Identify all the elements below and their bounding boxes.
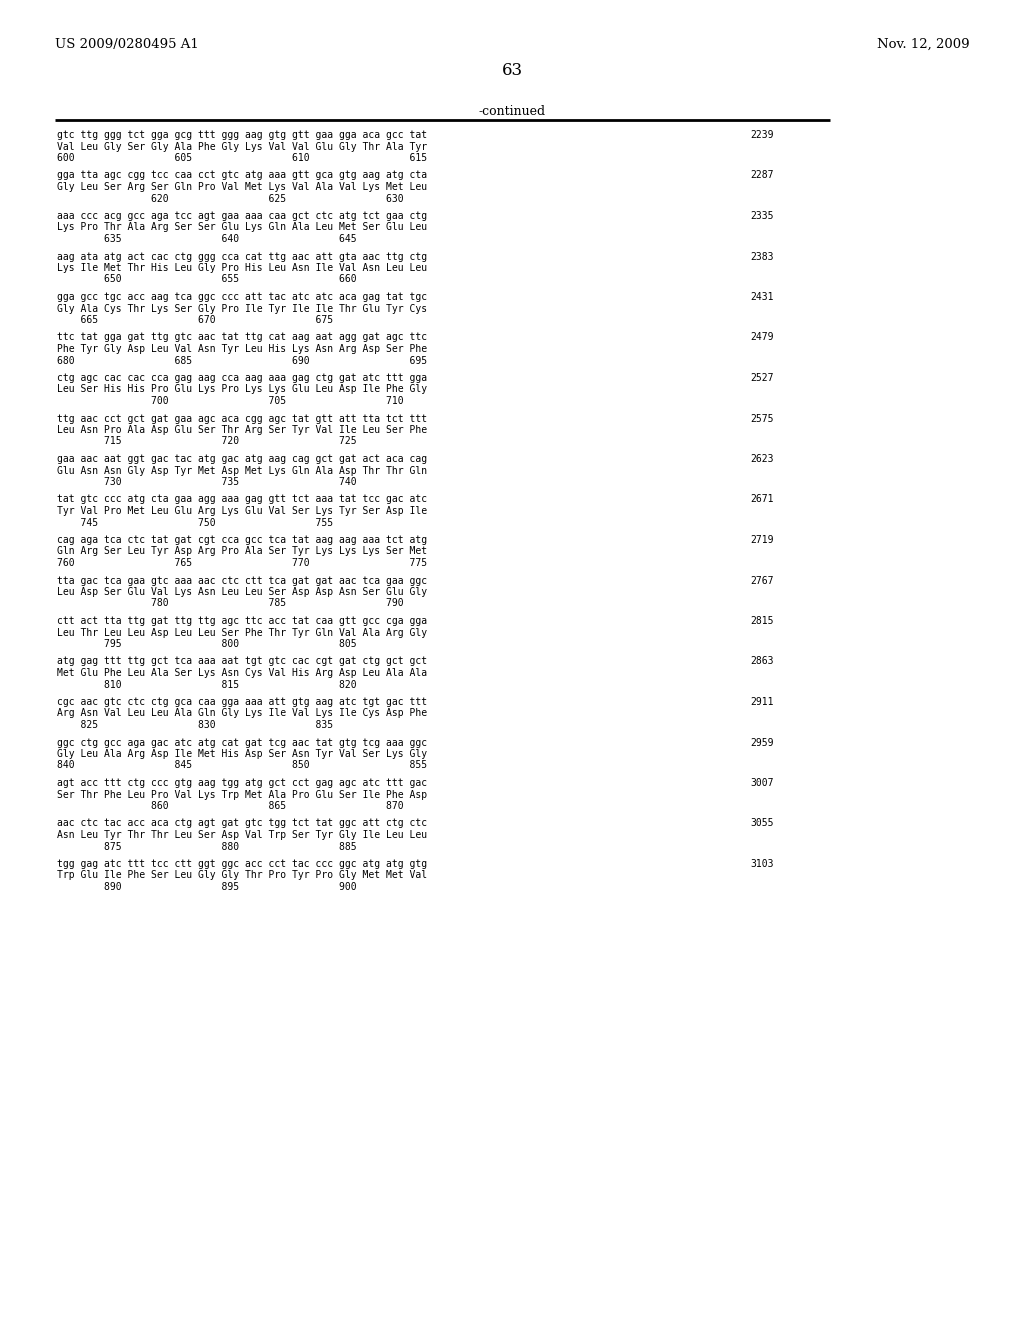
Text: 860                 865                 870: 860 865 870 xyxy=(57,801,403,810)
Text: Ser Thr Phe Leu Pro Val Lys Trp Met Ala Pro Glu Ser Ile Phe Asp: Ser Thr Phe Leu Pro Val Lys Trp Met Ala … xyxy=(57,789,427,800)
Text: Met Glu Phe Leu Ala Ser Lys Asn Cys Val His Arg Asp Leu Ala Ala: Met Glu Phe Leu Ala Ser Lys Asn Cys Val … xyxy=(57,668,427,678)
Text: cgc aac gtc ctc ctg gca caa gga aaa att gtg aag atc tgt gac ttt: cgc aac gtc ctc ctg gca caa gga aaa att … xyxy=(57,697,427,708)
Text: 795                 800                 805: 795 800 805 xyxy=(57,639,356,649)
Text: Leu Thr Leu Leu Asp Leu Leu Ser Phe Thr Tyr Gln Val Ala Arg Gly: Leu Thr Leu Leu Asp Leu Leu Ser Phe Thr … xyxy=(57,627,427,638)
Text: gga gcc tgc acc aag tca ggc ccc att tac atc atc aca gag tat tgc: gga gcc tgc acc aag tca ggc ccc att tac … xyxy=(57,292,427,302)
Text: 745                 750                 755: 745 750 755 xyxy=(57,517,333,528)
Text: 2623: 2623 xyxy=(750,454,773,465)
Text: Phe Tyr Gly Asp Leu Val Asn Tyr Leu His Lys Asn Arg Asp Ser Phe: Phe Tyr Gly Asp Leu Val Asn Tyr Leu His … xyxy=(57,345,427,354)
Text: 2815: 2815 xyxy=(750,616,773,626)
Text: tta gac tca gaa gtc aaa aac ctc ctt tca gat gat aac tca gaa ggc: tta gac tca gaa gtc aaa aac ctc ctt tca … xyxy=(57,576,427,586)
Text: 730                 735                 740: 730 735 740 xyxy=(57,477,356,487)
Text: aaa ccc acg gcc aga tcc agt gaa aaa caa gct ctc atg tct gaa ctg: aaa ccc acg gcc aga tcc agt gaa aaa caa … xyxy=(57,211,427,220)
Text: gga tta agc cgg tcc caa cct gtc atg aaa gtt gca gtg aag atg cta: gga tta agc cgg tcc caa cct gtc atg aaa … xyxy=(57,170,427,181)
Text: Leu Ser His His Pro Glu Lys Pro Lys Lys Glu Leu Asp Ile Phe Gly: Leu Ser His His Pro Glu Lys Pro Lys Lys … xyxy=(57,384,427,395)
Text: Glu Asn Asn Gly Asp Tyr Met Asp Met Lys Gln Ala Asp Thr Thr Gln: Glu Asn Asn Gly Asp Tyr Met Asp Met Lys … xyxy=(57,466,427,475)
Text: tgg gag atc ttt tcc ctt ggt ggc acc cct tac ccc ggc atg atg gtg: tgg gag atc ttt tcc ctt ggt ggc acc cct … xyxy=(57,859,427,869)
Text: 2335: 2335 xyxy=(750,211,773,220)
Text: 680                 685                 690                 695: 680 685 690 695 xyxy=(57,355,427,366)
Text: 780                 785                 790: 780 785 790 xyxy=(57,598,403,609)
Text: 2671: 2671 xyxy=(750,495,773,504)
Text: 2287: 2287 xyxy=(750,170,773,181)
Text: gtc ttg ggg tct gga gcg ttt ggg aag gtg gtt gaa gga aca gcc tat: gtc ttg ggg tct gga gcg ttt ggg aag gtg … xyxy=(57,129,427,140)
Text: Asn Leu Tyr Thr Thr Leu Ser Asp Val Trp Ser Tyr Gly Ile Leu Leu: Asn Leu Tyr Thr Thr Leu Ser Asp Val Trp … xyxy=(57,830,427,840)
Text: 700                 705                 710: 700 705 710 xyxy=(57,396,403,407)
Text: Tyr Val Pro Met Leu Glu Arg Lys Glu Val Ser Lys Tyr Ser Asp Ile: Tyr Val Pro Met Leu Glu Arg Lys Glu Val … xyxy=(57,506,427,516)
Text: 760                 765                 770                 775: 760 765 770 775 xyxy=(57,558,427,568)
Text: gaa aac aat ggt gac tac atg gac atg aag cag gct gat act aca cag: gaa aac aat ggt gac tac atg gac atg aag … xyxy=(57,454,427,465)
Text: 620                 625                 630: 620 625 630 xyxy=(57,194,403,203)
Text: 2431: 2431 xyxy=(750,292,773,302)
Text: Nov. 12, 2009: Nov. 12, 2009 xyxy=(878,38,970,51)
Text: Arg Asn Val Leu Leu Ala Gln Gly Lys Ile Val Lys Ile Cys Asp Phe: Arg Asn Val Leu Leu Ala Gln Gly Lys Ile … xyxy=(57,709,427,718)
Text: ttc tat gga gat ttg gtc aac tat ttg cat aag aat agg gat agc ttc: ttc tat gga gat ttg gtc aac tat ttg cat … xyxy=(57,333,427,342)
Text: US 2009/0280495 A1: US 2009/0280495 A1 xyxy=(55,38,199,51)
Text: 840                 845                 850                 855: 840 845 850 855 xyxy=(57,760,427,771)
Text: Val Leu Gly Ser Gly Ala Phe Gly Lys Val Val Glu Gly Thr Ala Tyr: Val Leu Gly Ser Gly Ala Phe Gly Lys Val … xyxy=(57,141,427,152)
Text: 650                 655                 660: 650 655 660 xyxy=(57,275,356,285)
Text: 715                 720                 725: 715 720 725 xyxy=(57,437,356,446)
Text: cag aga tca ctc tat gat cgt cca gcc tca tat aag aag aaa tct atg: cag aga tca ctc tat gat cgt cca gcc tca … xyxy=(57,535,427,545)
Text: 3007: 3007 xyxy=(750,777,773,788)
Text: Trp Glu Ile Phe Ser Leu Gly Gly Thr Pro Tyr Pro Gly Met Met Val: Trp Glu Ile Phe Ser Leu Gly Gly Thr Pro … xyxy=(57,870,427,880)
Text: -continued: -continued xyxy=(478,106,546,117)
Text: Lys Pro Thr Ala Arg Ser Ser Glu Lys Gln Ala Leu Met Ser Glu Leu: Lys Pro Thr Ala Arg Ser Ser Glu Lys Gln … xyxy=(57,223,427,232)
Text: agt acc ttt ctg ccc gtg aag tgg atg gct cct gag agc atc ttt gac: agt acc ttt ctg ccc gtg aag tgg atg gct … xyxy=(57,777,427,788)
Text: Gly Ala Cys Thr Lys Ser Gly Pro Ile Tyr Ile Ile Thr Glu Tyr Cys: Gly Ala Cys Thr Lys Ser Gly Pro Ile Tyr … xyxy=(57,304,427,314)
Text: 2911: 2911 xyxy=(750,697,773,708)
Text: 665                 670                 675: 665 670 675 xyxy=(57,315,333,325)
Text: aag ata atg act cac ctg ggg cca cat ttg aac att gta aac ttg ctg: aag ata atg act cac ctg ggg cca cat ttg … xyxy=(57,252,427,261)
Text: ctg agc cac cac cca gag aag cca aag aaa gag ctg gat atc ttt gga: ctg agc cac cac cca gag aag cca aag aaa … xyxy=(57,374,427,383)
Text: 2527: 2527 xyxy=(750,374,773,383)
Text: 2767: 2767 xyxy=(750,576,773,586)
Text: 600                 605                 610                 615: 600 605 610 615 xyxy=(57,153,427,162)
Text: atg gag ttt ttg gct tca aaa aat tgt gtc cac cgt gat ctg gct gct: atg gag ttt ttg gct tca aaa aat tgt gtc … xyxy=(57,656,427,667)
Text: Gln Arg Ser Leu Tyr Asp Arg Pro Ala Ser Tyr Lys Lys Lys Ser Met: Gln Arg Ser Leu Tyr Asp Arg Pro Ala Ser … xyxy=(57,546,427,557)
Text: tat gtc ccc atg cta gaa agg aaa gag gtt tct aaa tat tcc gac atc: tat gtc ccc atg cta gaa agg aaa gag gtt … xyxy=(57,495,427,504)
Text: Gly Leu Ser Arg Ser Gln Pro Val Met Lys Val Ala Val Lys Met Leu: Gly Leu Ser Arg Ser Gln Pro Val Met Lys … xyxy=(57,182,427,191)
Text: 825                 830                 835: 825 830 835 xyxy=(57,719,333,730)
Text: Lys Ile Met Thr His Leu Gly Pro His Leu Asn Ile Val Asn Leu Leu: Lys Ile Met Thr His Leu Gly Pro His Leu … xyxy=(57,263,427,273)
Text: 3103: 3103 xyxy=(750,859,773,869)
Text: 2719: 2719 xyxy=(750,535,773,545)
Text: 890                 895                 900: 890 895 900 xyxy=(57,882,356,892)
Text: 2575: 2575 xyxy=(750,413,773,424)
Text: 2863: 2863 xyxy=(750,656,773,667)
Text: 2383: 2383 xyxy=(750,252,773,261)
Text: Leu Asn Pro Ala Asp Glu Ser Thr Arg Ser Tyr Val Ile Leu Ser Phe: Leu Asn Pro Ala Asp Glu Ser Thr Arg Ser … xyxy=(57,425,427,436)
Text: ggc ctg gcc aga gac atc atg cat gat tcg aac tat gtg tcg aaa ggc: ggc ctg gcc aga gac atc atg cat gat tcg … xyxy=(57,738,427,747)
Text: 2959: 2959 xyxy=(750,738,773,747)
Text: ctt act tta ttg gat ttg ttg agc ttc acc tat caa gtt gcc cga gga: ctt act tta ttg gat ttg ttg agc ttc acc … xyxy=(57,616,427,626)
Text: 635                 640                 645: 635 640 645 xyxy=(57,234,356,244)
Text: 63: 63 xyxy=(502,62,522,79)
Text: 2239: 2239 xyxy=(750,129,773,140)
Text: 875                 880                 885: 875 880 885 xyxy=(57,842,356,851)
Text: aac ctc tac acc aca ctg agt gat gtc tgg tct tat ggc att ctg ctc: aac ctc tac acc aca ctg agt gat gtc tgg … xyxy=(57,818,427,829)
Text: Gly Leu Ala Arg Asp Ile Met His Asp Ser Asn Tyr Val Ser Lys Gly: Gly Leu Ala Arg Asp Ile Met His Asp Ser … xyxy=(57,748,427,759)
Text: ttg aac cct gct gat gaa agc aca cgg agc tat gtt att tta tct ttt: ttg aac cct gct gat gaa agc aca cgg agc … xyxy=(57,413,427,424)
Text: 2479: 2479 xyxy=(750,333,773,342)
Text: Leu Asp Ser Glu Val Lys Asn Leu Leu Ser Asp Asp Asn Ser Glu Gly: Leu Asp Ser Glu Val Lys Asn Leu Leu Ser … xyxy=(57,587,427,597)
Text: 3055: 3055 xyxy=(750,818,773,829)
Text: 810                 815                 820: 810 815 820 xyxy=(57,680,356,689)
